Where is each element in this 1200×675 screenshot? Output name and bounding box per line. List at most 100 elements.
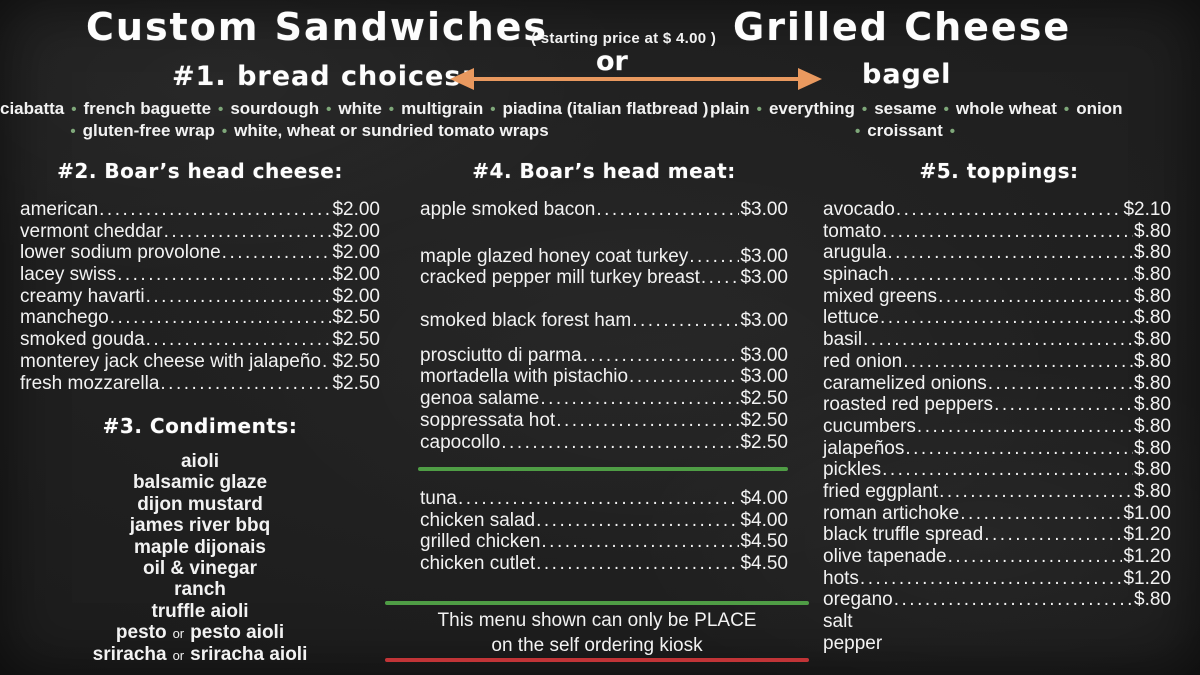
green-divider-top [418,467,788,471]
item-name: spinach [823,264,889,286]
bullet-dot: • [949,123,956,140]
menu-item-row: lettuce $.80 [823,307,1171,329]
option-label: white, wheat or sundried tomato wraps [234,121,549,140]
item-price: $2.50 [332,372,380,394]
condiment-row: maple dijonais [20,537,380,558]
item-name: maple glazed honey coat turkey [420,245,689,267]
item-name: vermont cheddar [20,220,163,242]
menu-item-row: fresh mozzarella $2.50 [20,373,380,395]
item-price: $2.50 [740,388,788,410]
dot-leader [890,264,1134,286]
bread-options-line1: ciabatta • french baguette • sourdough • white… [0,99,708,119]
item-name: tuna [420,488,457,509]
bullet-dot: • [756,101,762,118]
condiment-row: dijon mustard [20,494,380,515]
grilled-cheese-title: Grilled Cheese [733,5,1072,49]
item-name: roman artichoke [823,502,960,524]
item-name: pepper [823,632,883,654]
meat-section-heading: #4. Boar’s head meat: [472,159,736,183]
item-price: $2.50 [332,350,380,372]
dot-leader [458,488,739,510]
menu-item-row: red onion $.80 [823,351,1171,373]
bagel-options-line2: • croissant • [710,121,1100,141]
menu-item-row: oregano $.80 [823,589,1171,611]
dot-leader [536,553,739,575]
item-price: $1.00 [1123,502,1171,524]
option-label: everything [768,99,855,118]
item-name: grilled chicken [420,531,541,553]
dot-leader [887,242,1133,264]
condiment-label: maple dijonais [134,536,266,558]
item-name: monterey jack cheese with jalapeño [20,350,322,372]
condiment-label: pesto aioli [190,622,285,644]
meat-group: apple smoked bacon $3.00 [420,199,788,221]
menu-item-row: roman artichoke $1.00 [823,503,1171,525]
condiment-label: james river bbq [129,515,271,537]
item-name: caramelized onions [823,372,987,394]
item-name: soppressata hot [420,409,556,431]
item-name: creamy havarti [20,285,145,307]
option-label: ciabatta [0,99,65,118]
bullet-dot: • [70,123,76,140]
dot-leader [689,246,739,268]
item-price: $2.00 [332,264,380,286]
option-label: gluten-free wrap [82,121,215,140]
menu-item-row: salt [823,611,1171,633]
item-name: red onion [823,350,903,372]
bullet-dot: • [388,101,395,118]
menu-item-row: pickles $.80 [823,459,1171,481]
item-name: mortadella with pistachio [420,366,629,388]
item-name: arugula [823,242,887,264]
menu-item-row: mixed greens $.80 [823,286,1171,308]
option-label: whole wheat [955,99,1057,118]
item-name: pickles [823,459,882,481]
dot-leader [939,481,1133,503]
dot-leader [110,307,332,329]
item-price: $.80 [1134,480,1171,502]
item-name: oregano [823,589,893,611]
arrow-left-head-icon [450,68,474,90]
dot-leader [540,388,739,410]
option-label: sourdough [230,99,320,118]
dot-leader [583,345,740,367]
item-name: basil [823,329,863,351]
menu-item-row: vermont cheddar $2.00 [20,221,380,243]
bullet-dot: • [490,101,496,118]
dot-leader [903,351,1133,373]
condiment-label: aioli [180,451,219,472]
dot-leader [896,199,1123,221]
menu-item-row: american $2.00 [20,199,380,221]
item-price: $.80 [1134,589,1171,611]
option-label: croissant [867,121,943,140]
item-name: lettuce [823,307,879,329]
menu-item-row: lacey swiss $2.00 [20,264,380,286]
item-price: $1.20 [1123,546,1171,567]
menu-item-row: manchego $2.50 [20,307,380,329]
item-name: capocollo [420,431,501,453]
dot-leader [905,438,1133,460]
menu-item-row: soppressata hot $2.50 [420,410,788,432]
option-label: multigrain [401,99,484,118]
condiment-row: truffle aioli [20,601,380,622]
condiment-row: aioli [20,451,380,472]
dot-leader [222,242,332,264]
dot-leader [960,503,1122,525]
condiment-label: pesto [115,622,167,644]
menu-item-row: olive tapenade $1.20 [823,546,1171,568]
menu-item-row: chicken salad $4.00 [420,510,788,532]
menu-item-row: avocado $2.10 [823,199,1171,221]
bread-options-line2: • gluten-free wrap • white, wheat or sundri… [0,121,612,141]
or-label: or [596,46,628,77]
condiment-row: james river bbq [20,515,380,536]
item-price: $3.00 [740,245,788,267]
condiment-label: sriracha [92,643,167,665]
bullet-dot: • [71,101,77,118]
menu-item-row: maple glazed honey coat turkey $3.00 [420,246,788,268]
item-name: mixed greens [823,285,938,307]
kiosk-note-line2: on the self ordering kiosk [491,635,703,656]
condiment-label: balsamic glaze [132,472,268,494]
bullet-dot: • [326,101,332,118]
item-price: $.80 [1134,220,1171,242]
